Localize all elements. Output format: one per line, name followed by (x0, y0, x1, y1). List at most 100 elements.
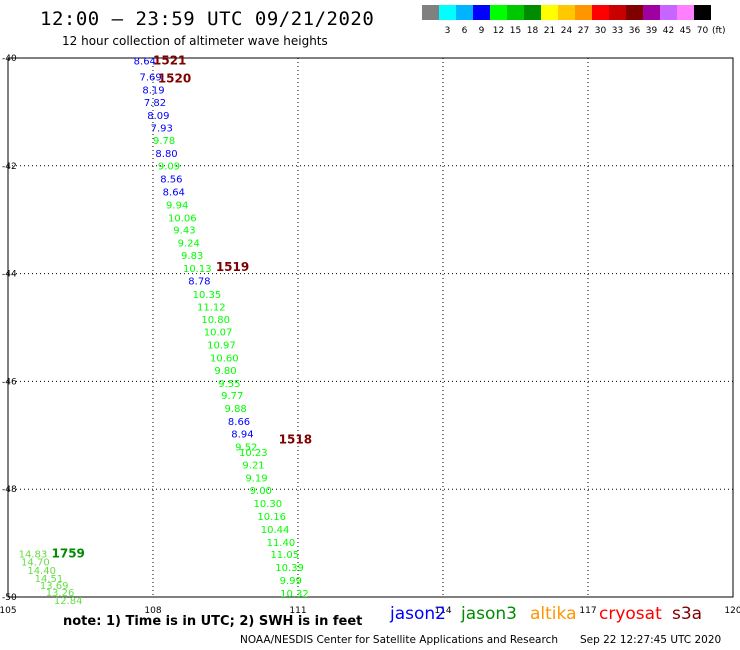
swh-value-jason2: 10.23 (239, 448, 268, 459)
swh-value-jason2: 7.69 (139, 73, 161, 84)
scale-label: 33 (611, 26, 624, 36)
swh-value-jason2: 10.07 (204, 328, 233, 339)
swh-value-jason2: 9.43 (173, 226, 195, 237)
time-label: 1521 (153, 53, 186, 67)
map-frame (7, 57, 734, 598)
map-subtitle: 12 hour collection of altimeter wave hei… (62, 34, 328, 48)
swh-value-jason2: 10.16 (257, 512, 286, 523)
swh-value-jason3: 14.83 (19, 550, 48, 561)
scale-swatch (524, 5, 541, 20)
footer-timestamp: Sep 22 12:27:45 UTC 2020 (580, 634, 722, 646)
footer-credit: NOAA/NESDIS Center for Satellite Applica… (240, 634, 558, 646)
swh-value-jason2: 8.66 (228, 417, 250, 428)
satellite-legend-jason2: jason2 (390, 604, 446, 624)
scale-label: 70 (696, 26, 709, 36)
scale-label: 15 (509, 26, 522, 36)
swh-value-jason2: 9.24 (178, 239, 200, 250)
swh-value-jason2: 8.64 (163, 187, 185, 198)
scale-label: 9 (478, 26, 485, 36)
swh-value-jason2: 10.32 (280, 589, 309, 600)
swh-value-jason2: 8.78 (188, 276, 210, 287)
swh-value-jason2: 10.44 (261, 525, 290, 536)
scale-swatch (439, 5, 456, 20)
scale-swatch (490, 5, 507, 20)
lat-tick-label: -42 (2, 162, 17, 172)
scale-swatch (694, 5, 711, 20)
time-label: 1518 (279, 432, 312, 446)
swh-value-jason2: 10.97 (207, 341, 236, 352)
scale-swatch (660, 5, 677, 20)
swh-value-jason2: 10.80 (201, 315, 230, 326)
scale-swatch (575, 5, 592, 20)
time-label: 1519 (216, 260, 249, 274)
swh-value-jason2: 10.13 (183, 264, 212, 275)
scale-unit: (ft) (712, 26, 726, 36)
scale-label: 39 (645, 26, 658, 36)
lat-tick-label: -40 (2, 54, 17, 64)
swh-value-jason2: 11.12 (197, 302, 226, 313)
swh-value-jason2: 9.83 (181, 251, 203, 262)
lon-tick-label: 120 (724, 606, 740, 616)
swh-value-jason2: 8.80 (155, 149, 177, 160)
scale-label: 6 (461, 26, 468, 36)
scale-label: 27 (577, 26, 590, 36)
swh-value-jason2: 9.99 (280, 576, 302, 587)
lon-tick-label: 114 (434, 606, 451, 616)
scale-label: 36 (628, 26, 641, 36)
swh-value-jason2: 8.56 (160, 175, 182, 186)
swh-value-jason2: 9.21 (242, 461, 264, 472)
scale-swatch (677, 5, 694, 20)
swh-value-jason2: 7.82 (144, 98, 166, 109)
scale-swatch (609, 5, 626, 20)
satellite-legend-cryosat: cryosat (599, 604, 662, 624)
scale-label: 3 (444, 26, 451, 36)
lon-tick-label: 105 (0, 606, 17, 616)
scale-label: 30 (594, 26, 607, 36)
swh-value-jason2: 9.77 (221, 391, 243, 402)
swh-value-jason3: 12.84 (54, 596, 83, 607)
swh-value-jason2: 7.93 (151, 123, 173, 134)
swh-value-jason2: 9.09 (158, 162, 180, 173)
swh-value-jason2: 8.64 (134, 56, 156, 67)
swh-value-jason2: 10.30 (254, 499, 283, 510)
satellite-legend-jason3: jason3 (461, 604, 517, 624)
map-title: 12:00 – 23:59 UTC 09/21/2020 (40, 8, 375, 30)
time-label: 1759 (52, 547, 85, 561)
units-note: note: 1) Time is in UTC; 2) SWH is in fe… (63, 614, 363, 629)
swh-value-jason2: 10.39 (275, 563, 304, 574)
swh-value-jason2: 9.94 (166, 200, 188, 211)
lat-tick-label: -44 (2, 270, 17, 280)
swh-value-jason2: 11.40 (267, 538, 296, 549)
time-label: 1520 (158, 71, 191, 85)
swh-value-jason2: 8.19 (142, 86, 164, 97)
swh-value-jason3: 13.26 (46, 588, 75, 599)
scale-label: 21 (543, 26, 556, 36)
scale-label: 45 (679, 26, 692, 36)
scale-swatch (558, 5, 575, 20)
swh-value-jason2: 9.78 (153, 136, 175, 147)
swh-value-jason2: 9.88 (225, 404, 247, 415)
swh-value-jason2: 10.60 (210, 353, 239, 364)
swh-value-jason2: 10.35 (193, 290, 222, 301)
scale-label: 12 (492, 26, 505, 36)
swh-value-jason2: 9.19 (245, 474, 267, 485)
scale-swatch (456, 5, 473, 20)
swh-value-jason2: 10.06 (168, 213, 197, 224)
swh-value-jason2: 9.55 (218, 379, 240, 390)
scale-label: 42 (662, 26, 675, 36)
scale-swatch (507, 5, 524, 20)
lat-tick-label: -50 (2, 593, 17, 603)
lon-tick-label: 108 (144, 606, 161, 616)
swh-value-jason2: 8.94 (231, 429, 253, 440)
swh-value-jason2: 8.09 (147, 111, 169, 122)
scale-swatch (626, 5, 643, 20)
swh-value-jason2: 9.80 (214, 366, 236, 377)
scale-label: 18 (526, 26, 539, 36)
scale-swatch (643, 5, 660, 20)
lat-tick-label: -46 (2, 377, 17, 387)
swh-value-jason3: 13.69 (40, 581, 69, 592)
scale-swatch (422, 5, 439, 20)
lon-tick-label: 117 (579, 606, 596, 616)
swh-value-jason2: 9.00 (250, 486, 272, 497)
